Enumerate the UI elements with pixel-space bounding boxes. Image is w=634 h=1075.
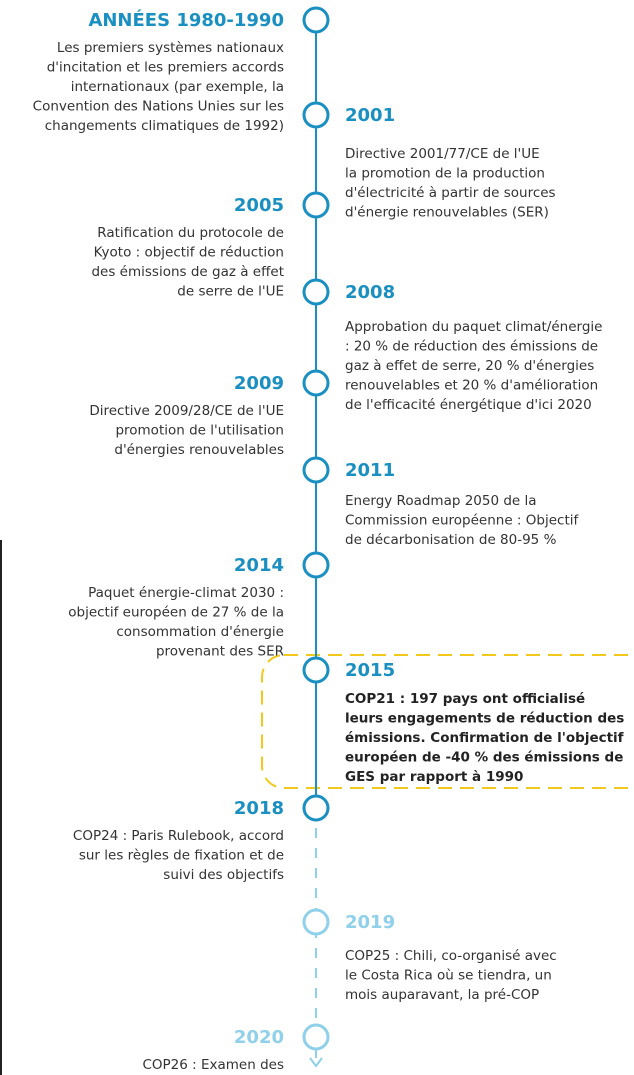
event-year: 2015 [345,660,395,681]
event-text: suivi des objectifs [163,867,284,883]
event-year: 2005 [234,195,284,216]
event-text: Kyoto : objectif de réduction [94,245,284,261]
timeline-dot [302,551,330,579]
event-text: COP21 : 197 pays ont officialisé [345,691,585,707]
event-year: 2011 [345,460,395,481]
timeline-dot [302,278,330,306]
event-text: objectif européen de 27 % de la [68,605,284,621]
arrow [309,1057,323,1068]
event-text: Directive 2009/28/CE de l'UE [89,403,284,419]
event-text: d'énergie renouvelables (SER) [345,205,549,221]
event-text: renouvelables et 20 % d'amélioration [345,378,598,394]
event-year: 2019 [345,912,395,933]
event-text: provenant des SER [156,644,284,660]
timeline-dot [302,456,330,484]
event-text: de serre de l'UE [177,284,284,300]
event-year: 2020 [234,1027,284,1048]
event-text: mois auparavant, la pré-COP [345,987,539,1003]
event-text: des émissions de gaz à effet [91,264,284,280]
event-text: sur les règles de fixation et de [79,848,284,864]
event-text: changements climatiques de 1992) [45,118,284,134]
event-year: 2008 [345,282,395,303]
event-text: d'électricité à partir de sources [345,185,556,201]
timeline-dot [302,6,330,34]
event-text: la promotion de la production [345,166,545,182]
event-text: promotion de l'utilisation [115,423,284,439]
timeline-dot [302,1023,330,1051]
highlight-box [261,654,634,789]
event-text: Energy Roadmap 2050 de la [345,493,537,509]
timeline-dot [302,191,330,219]
event-text: Commission européenne : Objectif [345,513,579,529]
event-year: 2009 [234,373,284,394]
timeline-dot [302,908,330,936]
event-text: COP24 : Paris Rulebook, accord [73,828,284,844]
event-text: Paquet énergie-climat 2030 : [88,585,284,601]
timeline-dot [302,369,330,397]
event-text: COP26 : Examen des [142,1057,284,1073]
event-text: d'incitation et les premiers accords [47,60,284,76]
event-text: COP25 : Chili, co-organisé avec [345,948,557,964]
event-text: consommation d'énergie [116,624,284,640]
event-text: leurs engagements de réduction des [345,711,624,727]
event-text: Les premiers systèmes nationaux [57,40,284,56]
event-year: 2001 [345,105,395,126]
event-text: de l'efficacité énergétique d'ici 2020 [345,397,592,413]
event-text: d'énergies renouvelables [114,442,284,458]
event-year: 2018 [234,798,284,819]
timeline-dot [302,794,330,822]
event-text: Approbation du paquet climat/énergie [345,319,602,335]
event-text: gaz à effet de serre, 20 % d'énergies [345,358,594,374]
timeline-dot [302,656,330,684]
event-year: 2014 [234,555,284,576]
event-text: de décarbonisation de 80-95 % [345,532,557,548]
event-year: ANNÉES 1980-1990 [88,9,284,31]
event-text: GES par rapport à 1990 [345,769,523,785]
event-text: émissions. Confirmation de l'objectif [345,730,624,746]
event-text: le Costa Rica où se tiendra, un [345,968,552,984]
timeline-dot [302,101,330,129]
event-text: : 20 % de réduction des émissions de [345,339,598,355]
event-text: européen de -40 % des émissions de [345,750,623,766]
event-text: Directive 2001/77/CE de l'UE [345,146,540,162]
event-text: Convention des Nations Unies sur les [33,99,284,115]
event-text: Ratification du protocole de [97,225,284,241]
event-text: internationaux (par exemple, la [71,79,284,95]
